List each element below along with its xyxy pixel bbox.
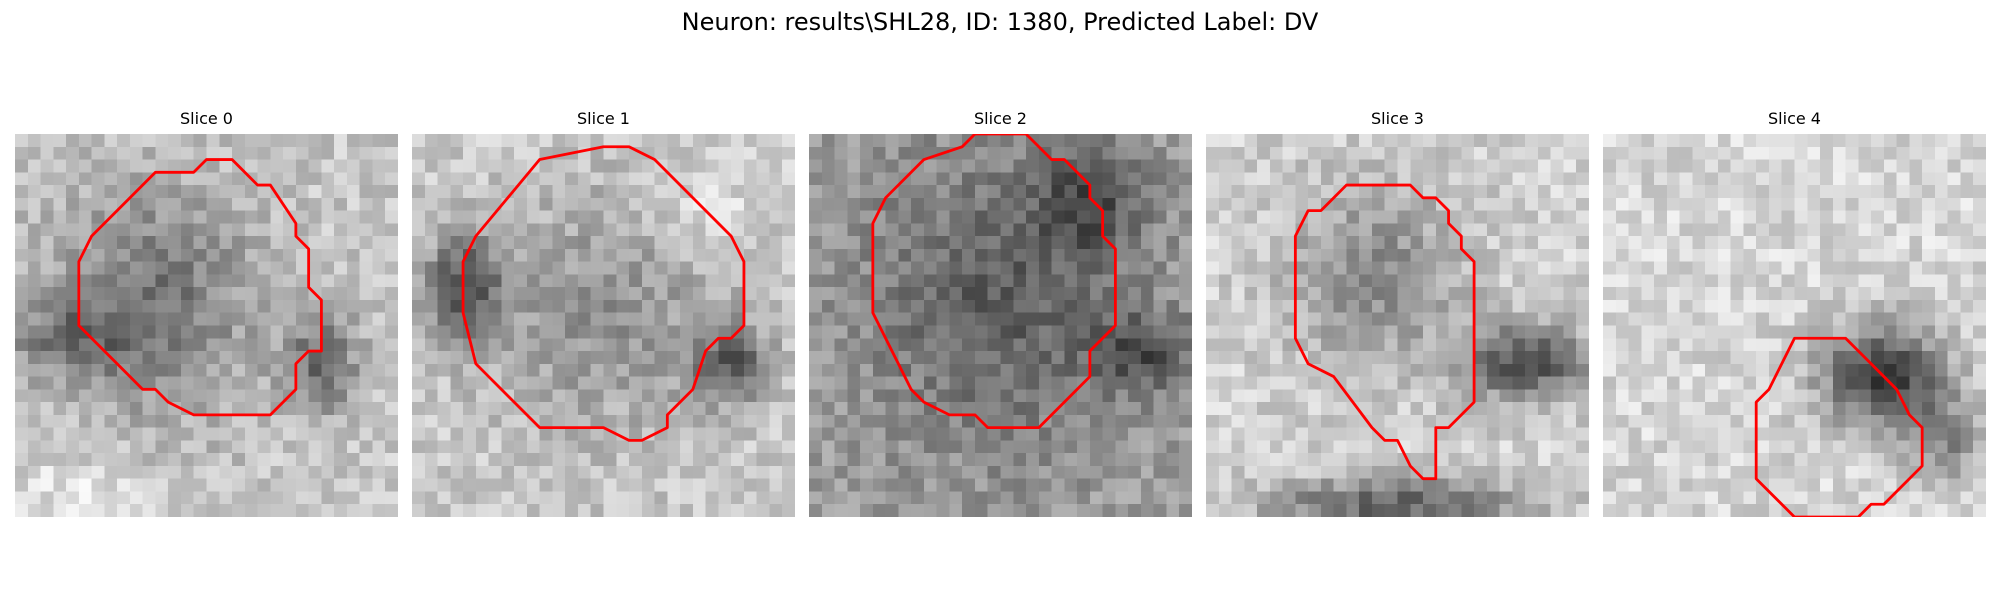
figure-title: Neuron: results\SHL28, ID: 1380, Predict… — [681, 8, 1319, 36]
slice-panel-4: Slice 4 — [1603, 108, 1986, 517]
slice-image — [809, 134, 1192, 517]
segmentation-contour — [1293, 183, 1476, 481]
slice-panel-0: Slice 0 — [15, 108, 398, 517]
segmentation-contour — [871, 134, 1117, 430]
slice-panel-2: Slice 2 — [809, 108, 1192, 517]
slice-panel-3: Slice 3 — [1206, 108, 1589, 517]
slice-title: Slice 4 — [1768, 109, 1821, 128]
slice-title: Slice 2 — [974, 109, 1027, 128]
segmentation-contour — [461, 145, 746, 442]
slice-image — [15, 134, 398, 517]
slice-image — [412, 134, 795, 517]
slice-title: Slice 3 — [1371, 109, 1424, 128]
slice-image — [1206, 134, 1589, 517]
slice-image — [1603, 134, 1986, 517]
slice-panel-1: Slice 1 — [412, 108, 795, 517]
slice-title: Slice 1 — [577, 109, 630, 128]
segmentation-contour — [1754, 336, 1924, 517]
segmentation-contour — [77, 158, 323, 417]
slice-title: Slice 0 — [180, 109, 233, 128]
